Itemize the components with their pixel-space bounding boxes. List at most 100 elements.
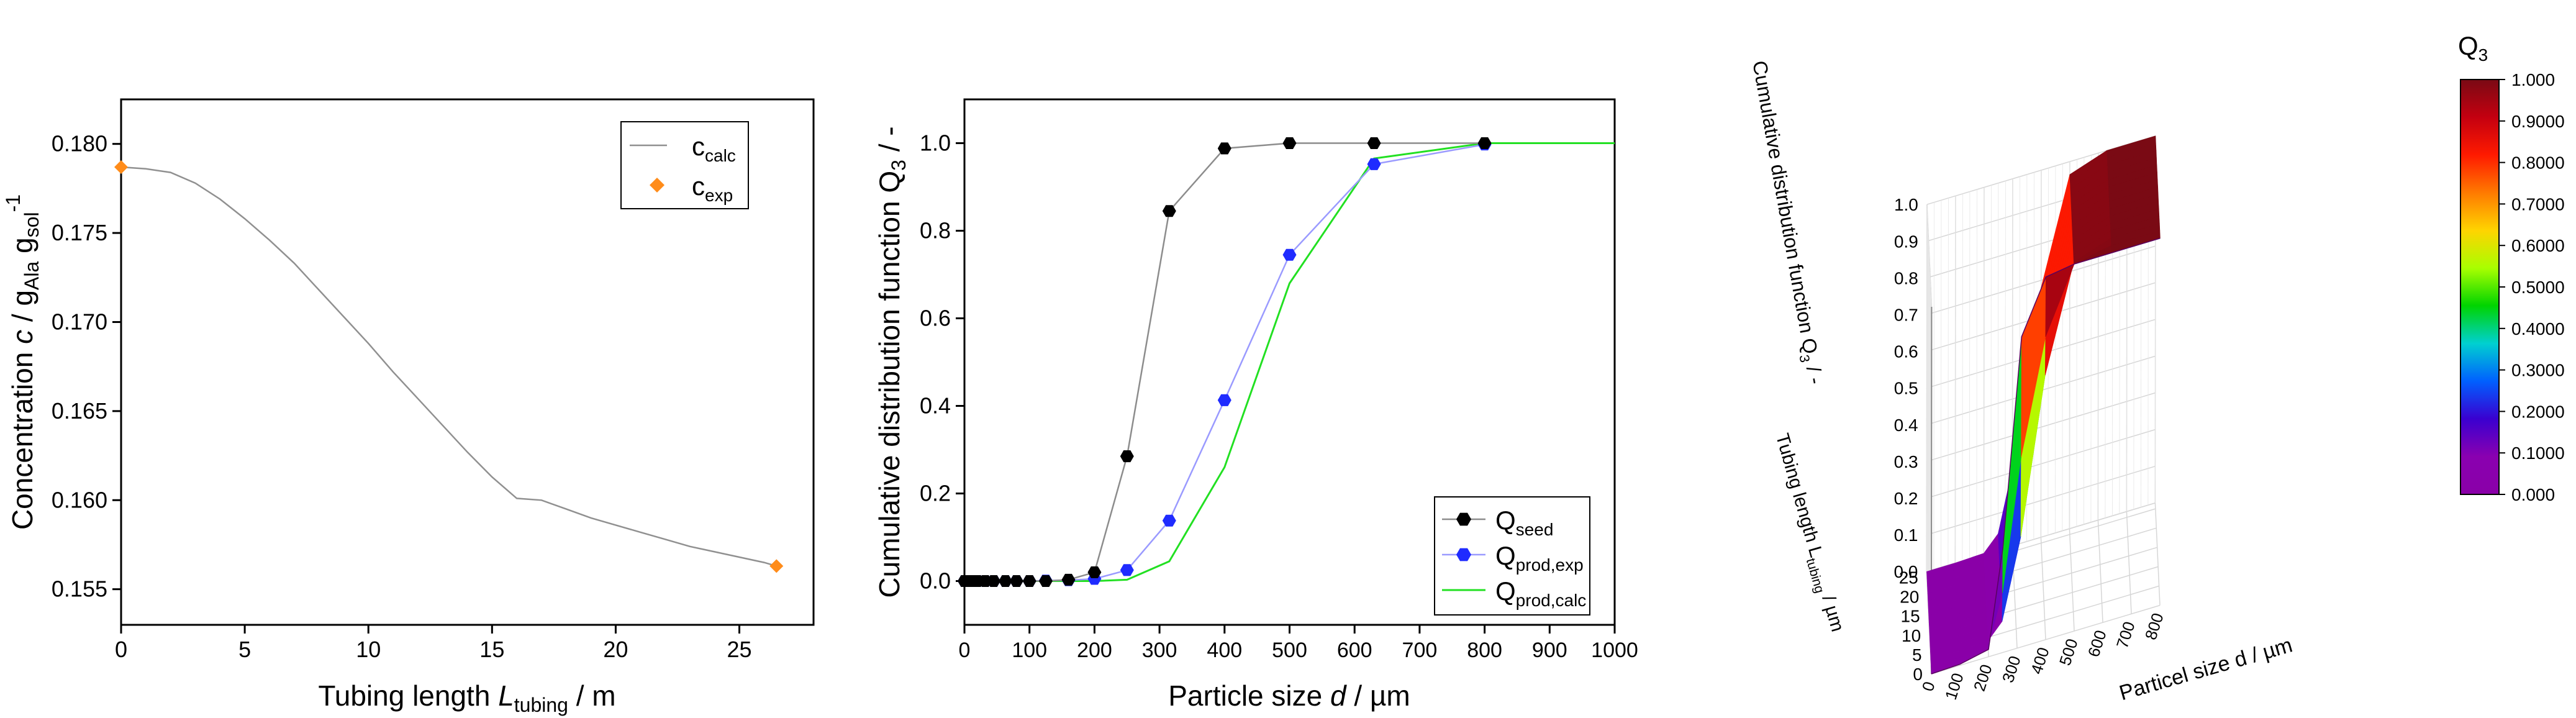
colorbar-label: 0.000 <box>2511 485 2555 504</box>
x-axis-label: Particle size d / µm <box>1168 679 1410 712</box>
y-tick-label: 0.165 <box>52 398 107 424</box>
x-tick-label: 5 <box>238 637 251 662</box>
q-seed-point <box>1009 575 1023 587</box>
q-seed-line <box>964 142 1485 582</box>
y-tick-label: 0.0 <box>920 568 951 594</box>
y-tick-label: 0.155 <box>52 576 107 602</box>
x-tick-label: 400 <box>1207 638 1242 662</box>
y-tick-label: 0.180 <box>52 131 107 157</box>
c-exp-point <box>114 160 128 174</box>
x-tick-label: 25 <box>727 637 752 662</box>
z-tick-label: 0.8 <box>1894 268 1918 288</box>
y-axis-label: Concentration c / gAla gsol-1 <box>2 194 43 530</box>
x-tick-label: 100 <box>1941 671 1967 702</box>
legend: Qseed Qprod,exp Qprod,calc <box>1434 496 1590 616</box>
colorbar-label: 0.1000 <box>2511 443 2565 463</box>
x-tick-label: 400 <box>2027 645 2053 676</box>
q-seed-point <box>999 575 1012 587</box>
legend-label-c-calc: ccalc <box>692 132 736 165</box>
x-tick-label: 800 <box>2141 611 2167 642</box>
q-prod-exp-point <box>1367 158 1381 170</box>
q-seed-point <box>1120 450 1134 463</box>
grid-line <box>2154 502 2161 606</box>
q-seed-point <box>987 575 1001 587</box>
z-tick-label: 0.4 <box>1894 416 1918 435</box>
q-seed-point <box>1367 137 1381 149</box>
colorbar-label: 0.4000 <box>2511 319 2565 339</box>
grid-line <box>2040 537 2046 640</box>
q-seed-point <box>1162 205 1176 217</box>
x-tick-label: 600 <box>2084 628 2110 660</box>
q3-surface <box>1926 135 2161 675</box>
surface-edge <box>1931 237 2161 675</box>
plot-frame <box>120 98 815 626</box>
grid-line <box>1926 204 1928 572</box>
colorbar-label: 1.000 <box>2511 70 2555 89</box>
y-tick-label: 0 <box>1913 665 1923 684</box>
colorbar-ramp <box>2460 79 2500 495</box>
z-tick-label: 0.6 <box>1894 342 1918 361</box>
grid-line <box>1969 191 1971 559</box>
y-tick-label: 0.4 <box>920 393 951 419</box>
legend: ccalc cexp <box>620 121 749 209</box>
y-tick-label: 1.0 <box>920 130 951 156</box>
y-tick-label: 15 <box>1901 607 1920 626</box>
colorbar-label: 0.3000 <box>2511 361 2565 380</box>
z-tick-label: 1.0 <box>1894 195 1918 214</box>
colorbar-label: 0.8000 <box>2511 153 2565 173</box>
y-axis-label: Cumulative distribution function Q3 / - <box>873 126 910 598</box>
x-tick-label: 1000 <box>1591 638 1638 662</box>
q-prod-exp-line <box>964 143 1485 582</box>
z-tick-label: 0.2 <box>1894 489 1918 508</box>
z-axis-label: Cumulative distribution function Q3 / - <box>1744 59 1827 386</box>
legend-label-q-seed: Qseed <box>1495 506 1553 539</box>
grid-line <box>2054 166 2056 534</box>
colorbar: Q3 1.000 0.9000 0.8000 0.7000 0.6000 0.5000 0.… <box>2458 31 2565 504</box>
x-tick-label: 200 <box>1077 638 1112 662</box>
q-prod-exp-point <box>1120 564 1134 576</box>
x-tick-label: 900 <box>1532 638 1567 662</box>
x-axis-label: Particel size d / µm <box>2116 633 2295 705</box>
legend-marker-q-seed <box>1456 512 1471 526</box>
colorbar-title: Q3 <box>2458 31 2488 65</box>
x-tick-label: 100 <box>1012 638 1047 662</box>
x-tick-label: 10 <box>356 637 381 662</box>
grid-line <box>1928 248 1930 616</box>
x-tick-label: 300 <box>1142 638 1177 662</box>
q-seed-point <box>1038 575 1053 587</box>
q-seed-point <box>1061 573 1076 586</box>
y-tick-label: 0.8 <box>920 218 951 243</box>
y-axis-label: Tubing length Ltubing / µm <box>1768 431 1848 635</box>
c-calc-line <box>120 166 777 567</box>
x-tick-label: 200 <box>1970 662 1996 694</box>
q-seed-point <box>1087 566 1102 578</box>
grid-line <box>2097 520 2103 623</box>
y-tick-label: 0.6 <box>920 306 951 331</box>
legend-swatch-c-exp <box>650 178 664 193</box>
y-tick-label: 0.175 <box>52 220 107 245</box>
grid-line <box>1948 198 1949 565</box>
q-seed-point <box>1282 137 1297 149</box>
grid-line <box>1962 193 1963 561</box>
y-tick-label: 0.170 <box>52 309 107 334</box>
x-axis-label: Tubing length Ltubing / m <box>318 679 615 716</box>
grid-line <box>1990 185 1992 553</box>
y-tick-label: 0.160 <box>52 487 107 512</box>
x-tick-label: 600 <box>1337 638 1372 662</box>
y-tick-label: 20 <box>1900 588 1919 607</box>
x-tick-label: 500 <box>1272 638 1307 662</box>
legend-marker-q-prod-exp <box>1456 548 1471 561</box>
x-tick-label: 500 <box>2056 637 2082 668</box>
z-tick-label: 0.3 <box>1894 452 1918 471</box>
x-tick-label: 20 <box>603 637 628 662</box>
colorbar-label: 0.6000 <box>2511 236 2565 255</box>
colorbar-label: 0.5000 <box>2511 278 2565 297</box>
colorbar-label: 0.2000 <box>2511 402 2565 421</box>
q-seed-point <box>1217 142 1231 155</box>
x-tick-label: 0 <box>959 638 971 662</box>
q-prod-exp-point <box>1162 514 1176 527</box>
x-tick-label: 300 <box>1998 653 2025 685</box>
z-tick-label: 0.7 <box>1894 306 1918 325</box>
x-tick-label: 700 <box>2113 619 2139 651</box>
